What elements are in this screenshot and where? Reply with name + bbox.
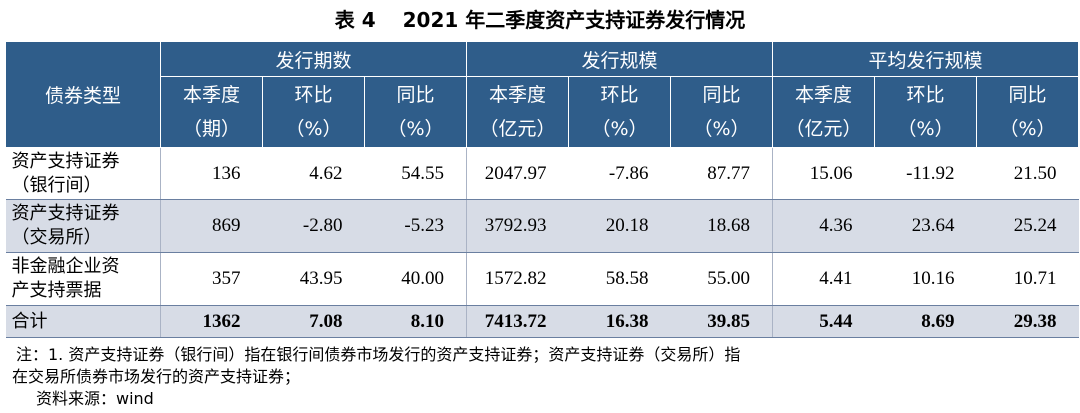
sub-header-line: 环比	[906, 84, 945, 106]
note-line: 在交易所债券市场发行的资产支持证券；	[12, 367, 301, 386]
cell: 357	[160, 252, 263, 306]
cell: 2047.97	[466, 147, 569, 200]
row-label-line: （银行间）	[11, 174, 102, 196]
table-header: 债券类型 发行期数 发行规模 平均发行规模 本季度 （期） 环比 （%） 同比 （%） 本季度 （亿元…	[5, 41, 1080, 148]
cell: 7.08	[262, 305, 365, 338]
sub-header: 环比 （%）	[568, 76, 671, 148]
sub-header: 同比 （%）	[670, 76, 773, 148]
cell: 4.41	[772, 252, 875, 306]
row-label-line: 资产支持证券	[11, 203, 120, 224]
group-header: 发行期数	[160, 41, 467, 77]
table-body: 资产支持证券 （银行间） 136 4.62 54.55 2047.97 -7.86 87.77…	[5, 147, 1079, 338]
sub-header-line: 同比	[396, 84, 435, 106]
sub-header: 同比 （%）	[364, 76, 467, 148]
cell: 43.95	[262, 252, 365, 306]
sub-header-line: 同比	[702, 84, 741, 106]
row-label: 资产支持证券 （交易所）	[5, 199, 161, 253]
sub-header: 环比 （%）	[262, 76, 365, 148]
cell: 54.55	[364, 147, 467, 200]
sub-header: 本季度 （亿元）	[772, 76, 875, 148]
notes: 注：1. 资产支持证券（银行间）指在银行间债券市场发行的资产支持证券；资产支持证…	[12, 344, 741, 410]
row-label-line: 非金融企业资	[11, 256, 120, 277]
cell: -2.80	[262, 199, 365, 253]
table-row: 合计 1362 7.08 8.10 7413.72 16.38 39.85 5.44 8.69 2…	[5, 305, 1079, 338]
cell: 8.69	[874, 305, 977, 338]
table-row: 非金融企业资 产支持票据 357 43.95 40.00 1572.82 58.58 55.0…	[5, 252, 1079, 306]
cell: 10.71	[976, 252, 1079, 306]
cell: 15.06	[772, 147, 875, 200]
cell: 18.68	[670, 199, 773, 253]
cell: 10.16	[874, 252, 977, 306]
cell: 25.24	[976, 199, 1079, 253]
sub-header: 同比 （%）	[975, 76, 1080, 148]
sub-header-line: 环比	[600, 84, 639, 106]
header-row: 债券类型 发行期数 发行规模 平均发行规模	[5, 41, 1080, 148]
cell: 7413.72	[466, 305, 569, 338]
cell: 55.00	[670, 252, 773, 306]
sub-header-line: （%）	[387, 118, 444, 140]
sub-header-line: （%）	[285, 118, 342, 140]
cell: 39.85	[670, 305, 773, 338]
cell: 3792.93	[466, 199, 569, 253]
note-line: 资料来源：wind	[36, 389, 154, 408]
note-line: 注：1. 资产支持证券（银行间）指在银行间债券市场发行的资产支持证券；资产支持证…	[16, 345, 741, 364]
sub-header-line: 本季度	[182, 84, 240, 106]
cell: 4.62	[262, 147, 365, 200]
sub-header-line: 本季度	[794, 84, 852, 106]
cell: 16.38	[568, 305, 671, 338]
cell: 4.36	[772, 199, 875, 253]
sub-header: 环比 （%）	[874, 76, 977, 148]
sub-header-line: （%）	[693, 118, 750, 140]
cell: 136	[160, 147, 263, 200]
row-label: 非金融企业资 产支持票据	[5, 252, 161, 306]
cell: 8.10	[364, 305, 467, 338]
row-label: 合计	[5, 305, 161, 338]
table: 债券类型 发行期数 发行规模 平均发行规模 本季度 （期） 环比 （%） 同比 （%） 本季度 （亿元…	[5, 41, 1080, 338]
sub-header-line: （亿元）	[785, 118, 862, 140]
group-header: 平均发行规模	[771, 41, 1080, 77]
group-header: 发行规模	[466, 41, 773, 77]
cell: 1362	[160, 305, 263, 338]
header-cell: 债券类型	[5, 41, 161, 148]
sub-header-line: （亿元）	[479, 118, 556, 140]
sub-header-line: 同比	[1008, 84, 1047, 106]
cell: 23.64	[874, 199, 977, 253]
row-label-line: 资产支持证券	[11, 150, 120, 172]
cell: 5.44	[772, 305, 875, 338]
row-label-line: （交易所）	[11, 227, 102, 248]
table-row: 资产支持证券 （银行间） 136 4.62 54.55 2047.97 -7.86 87.77…	[5, 147, 1079, 200]
cell: -7.86	[568, 147, 671, 200]
sub-header: 本季度 （期）	[160, 76, 263, 148]
sub-header-line: （%）	[999, 118, 1056, 140]
row-label-line: 合计	[11, 310, 48, 332]
sub-header-line: 本季度	[488, 84, 546, 106]
table-title: 表 4 2021 年二季度资产支持证券发行情况	[334, 8, 746, 32]
cell: 1572.82	[466, 252, 569, 306]
sub-header: 本季度 （亿元）	[466, 76, 569, 148]
header-row: 本季度 （期） 环比 （%） 同比 （%） 本季度 （亿元） 环比 （%） 同比 （%） 本季度 （亿元）…	[6, 76, 1080, 148]
table-row: 资产支持证券 （交易所） 869 -2.80 -5.23 3792.93 20.18 18.6…	[5, 199, 1079, 253]
row-label: 资产支持证券 （银行间）	[5, 147, 161, 200]
sub-header-line: （%）	[897, 118, 954, 140]
sub-header-line: （期）	[182, 118, 240, 140]
sub-header-line: 环比	[294, 84, 333, 106]
cell: 20.18	[568, 199, 671, 253]
cell: -5.23	[364, 199, 467, 253]
cell: 21.50	[976, 147, 1079, 200]
cell: 29.38	[976, 305, 1079, 338]
cell: -11.92	[874, 147, 977, 200]
cell: 87.77	[670, 147, 773, 200]
cell: 58.58	[568, 252, 671, 306]
cell: 40.00	[364, 252, 467, 306]
cell: 869	[160, 199, 263, 253]
row-label-line: 产支持票据	[11, 280, 102, 301]
sub-header-line: （%）	[591, 118, 648, 140]
